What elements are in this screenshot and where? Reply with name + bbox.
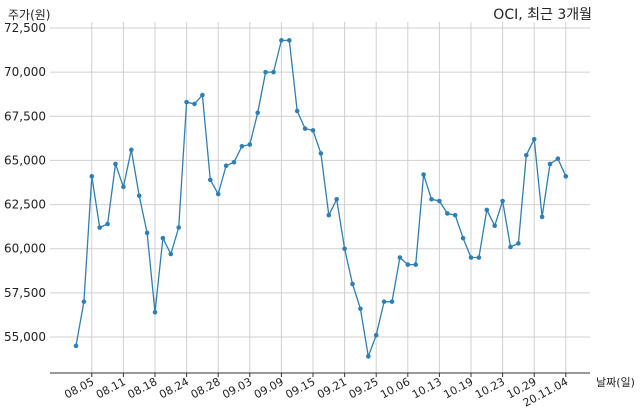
data-point [129, 147, 134, 153]
data-point [184, 99, 189, 105]
data-point [255, 110, 260, 116]
data-point [373, 332, 379, 338]
data-point [413, 262, 419, 267]
x-tick-label: 10.13 [410, 375, 444, 401]
data-point [397, 255, 403, 260]
data-point [524, 152, 529, 158]
y-tick-label: 65,000 [4, 153, 46, 167]
data-point [160, 235, 166, 241]
x-gridlines [91, 22, 567, 377]
data-point [326, 212, 332, 218]
data-point [89, 174, 95, 179]
x-axis-label: 날짜(일) [596, 375, 635, 389]
chart-title: OCI, 최근 3개월 [493, 7, 592, 23]
x-tick-label: 08.18 [125, 375, 159, 401]
x-tick-label: 08.05 [62, 375, 96, 401]
y-tick-label: 72,500 [4, 21, 46, 35]
data-point [445, 211, 450, 216]
data-point [405, 262, 411, 267]
y-tick-label: 70,000 [4, 65, 46, 79]
x-tick-label: 08.24 [157, 375, 191, 401]
x-tick-label: 09.25 [347, 375, 381, 401]
x-tick-label: 09.21 [315, 375, 349, 401]
y-tick-label: 60,000 [4, 242, 46, 256]
data-point [271, 69, 276, 75]
data-point [113, 161, 118, 167]
data-point [492, 223, 498, 229]
data-point [334, 196, 340, 202]
x-tick-label: 10.19 [441, 375, 475, 401]
price-series [73, 38, 569, 359]
price-line [75, 39, 567, 359]
data-point [468, 255, 474, 260]
data-point [231, 159, 237, 165]
data-point [500, 198, 505, 204]
x-tick-label: 09.15 [283, 375, 317, 401]
data-point [429, 196, 434, 202]
y-tick-label: 55,000 [4, 330, 46, 344]
data-point [105, 221, 110, 227]
data-point [136, 193, 142, 199]
data-point [279, 38, 284, 43]
data-point [437, 198, 442, 204]
data-point [531, 136, 537, 142]
data-point [342, 246, 347, 252]
data-point [192, 101, 197, 107]
y-tick-label: 67,500 [4, 109, 46, 123]
x-tick-label: 09.03 [220, 375, 254, 401]
data-point [294, 108, 300, 114]
data-point [350, 281, 355, 287]
y-axis-label: 주가(원) [8, 8, 50, 22]
x-tick-labels: 08.0508.1108.1808.2408.2809.0309.0909.15… [62, 375, 570, 409]
data-point [508, 244, 513, 250]
data-point [287, 38, 292, 43]
y-tick-label: 57,500 [4, 286, 46, 300]
data-point [81, 299, 87, 304]
data-point [389, 299, 395, 304]
data-point [168, 251, 174, 257]
data-point [247, 142, 253, 147]
data-point [516, 241, 521, 246]
data-point [381, 299, 387, 304]
y-tick-labels: 55,000 57,500 60,000 62,500 65,000 67,500 70,0… [4, 21, 46, 344]
data-point [144, 230, 150, 236]
data-point [460, 235, 466, 241]
y-tick-label: 62,500 [4, 198, 46, 212]
data-point [121, 184, 126, 190]
x-tick-label: 08.28 [189, 375, 223, 401]
data-point [366, 354, 371, 359]
data-point [452, 212, 458, 218]
data-point [476, 255, 482, 260]
data-point [73, 343, 79, 349]
x-tick-label: 09.09 [252, 375, 286, 401]
data-point [555, 156, 561, 161]
data-point [200, 92, 205, 98]
data-point [215, 191, 221, 197]
data-point [563, 174, 569, 179]
data-point [358, 306, 363, 312]
x-tick-label: 08.11 [94, 375, 128, 401]
data-point [176, 225, 181, 230]
data-point [152, 309, 158, 315]
data-point [547, 161, 553, 167]
data-point [421, 172, 426, 177]
data-point [239, 144, 245, 149]
data-point [263, 69, 268, 75]
data-point [302, 126, 308, 131]
data-point [97, 225, 102, 230]
data-point [208, 177, 213, 183]
data-point [318, 151, 324, 156]
data-point [310, 128, 316, 133]
data-point [539, 214, 545, 220]
x-tick-label: 10.06 [378, 375, 412, 401]
x-tick-label: 10.23 [473, 375, 507, 401]
data-point [223, 163, 229, 169]
data-point [484, 207, 490, 213]
y-gridlines [50, 27, 590, 338]
